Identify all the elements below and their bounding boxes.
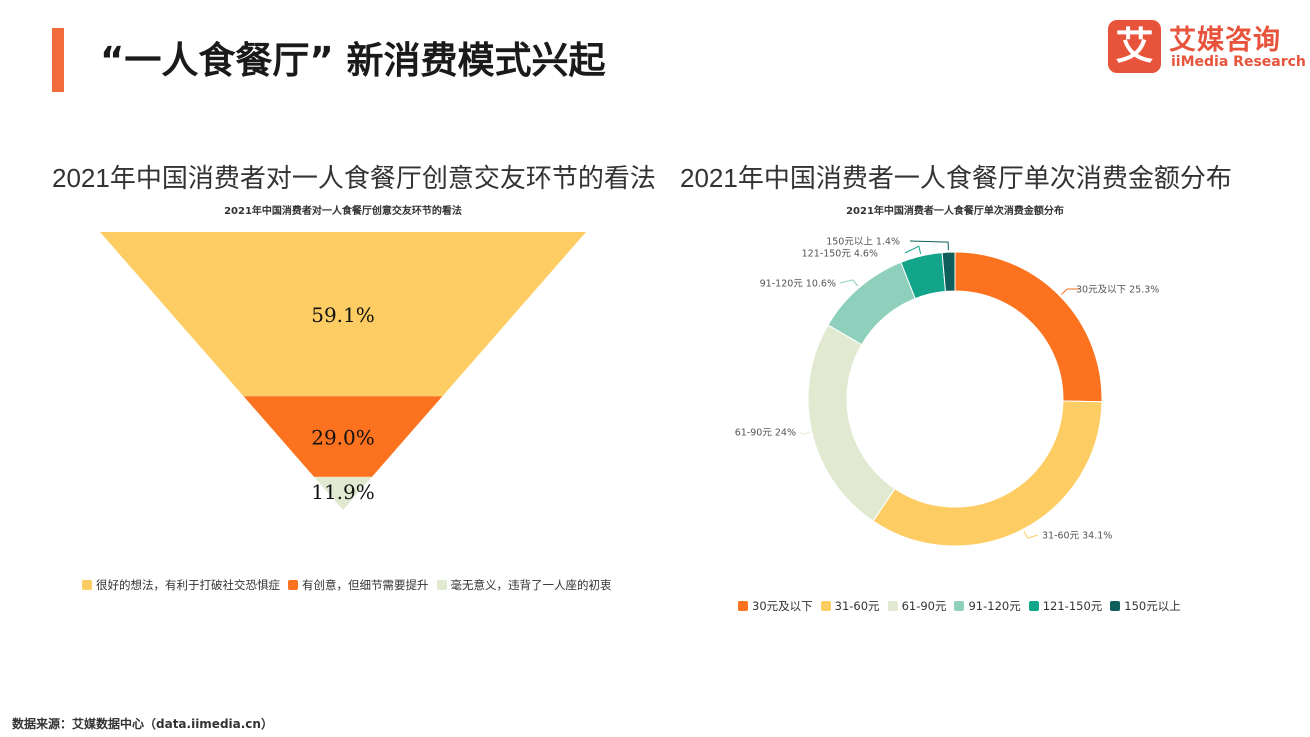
donut-slice-item-3[interactable] bbox=[807, 324, 896, 522]
legend-label: 很好的想法，有利于打破社交恐惧症 bbox=[96, 578, 280, 592]
legend-swatch bbox=[82, 580, 92, 590]
logo-name-en: iiMedia Research bbox=[1171, 54, 1306, 70]
legend-swatch bbox=[1028, 601, 1039, 611]
donut-leader-line-item-4 bbox=[839, 279, 859, 287]
legend-swatch bbox=[436, 580, 447, 590]
page-title: “一人食餐厅” 新消费模式兴起 bbox=[100, 39, 606, 82]
funnel-legend-item-1[interactable]: 很好的想法，有利于打破社交恐惧症 bbox=[82, 577, 280, 593]
donut-leader-line-item-1 bbox=[1060, 288, 1081, 295]
legend-swatch bbox=[887, 601, 898, 611]
donut-legend-item-1[interactable]: 30元及以下 bbox=[738, 598, 813, 614]
legend-label: 有创意，但细节需要提升 bbox=[302, 578, 429, 592]
logo-badge-icon: 艾 bbox=[1108, 20, 1161, 73]
legend-swatch bbox=[738, 601, 748, 611]
donut-slice-item-1[interactable] bbox=[954, 251, 1103, 403]
funnel-segment-item-2 bbox=[243, 396, 443, 477]
donut-slice-item-6[interactable] bbox=[941, 251, 956, 292]
donut-chart-title: 2021年中国消费者一人食餐厅单次消费金额分布 bbox=[846, 206, 1064, 217]
legend-label: 61-90元 bbox=[901, 599, 947, 613]
donut-label-item-5: 121-150元 4.6% bbox=[802, 249, 878, 260]
donut-leader-line-item-3 bbox=[799, 431, 810, 435]
funnel-label-item-1: 59.1% bbox=[311, 303, 375, 327]
data-source-note: 数据来源：艾媒数据中心（data.iimedia.cn） bbox=[12, 717, 273, 731]
donut-label-item-1: 30元及以下 25.3% bbox=[1076, 285, 1159, 296]
donut-legend-item-6[interactable]: 150元以上 bbox=[1110, 598, 1181, 614]
donut-legend-item-4[interactable]: 91-120元 bbox=[954, 598, 1021, 614]
funnel-label-item-3: 11.9% bbox=[311, 480, 375, 504]
funnel-segment-item-3 bbox=[314, 476, 372, 510]
funnel-legend: 很好的想法，有利于打破社交恐惧症 有创意，但细节需要提升 毫无意义，违背了一人座的初… bbox=[82, 577, 620, 593]
legend-label: 91-120元 bbox=[968, 599, 1021, 613]
donut-leader-line-item-5 bbox=[904, 245, 922, 255]
donut-section-heading: 2021年中国消费者一人食餐厅单次消费金额分布 bbox=[680, 163, 1232, 193]
legend-swatch bbox=[954, 601, 965, 611]
donut-legend: 30元及以下 31-60元 61-90元 91-120元 121-150元 150元以上 bbox=[738, 598, 1189, 614]
legend-label: 121-150元 bbox=[1042, 599, 1103, 613]
donut-label-item-6: 150元以上 1.4% bbox=[826, 237, 900, 248]
donut-legend-item-5[interactable]: 121-150元 bbox=[1028, 598, 1103, 614]
funnel-segment-item-1 bbox=[100, 232, 586, 397]
funnel-chart: 59.1% 29.0% 11.9% bbox=[100, 232, 586, 510]
funnel-section-heading: 2021年中国消费者对一人食餐厅创意交友环节的看法 bbox=[52, 163, 656, 193]
funnel-legend-item-2[interactable]: 有创意，但细节需要提升 bbox=[288, 577, 429, 593]
donut-leader-line-item-6 bbox=[909, 240, 949, 251]
donut-label-item-4: 91-120元 10.6% bbox=[760, 279, 836, 290]
donut-label-item-3: 61-90元 24% bbox=[735, 428, 796, 439]
donut-legend-item-2[interactable]: 31-60元 bbox=[820, 598, 880, 614]
donut-legend-item-3[interactable]: 61-90元 bbox=[887, 598, 947, 614]
donut-chart: 30元及以下 25.3% 31-60元 34.1% 61-90元 24% 91-120… bbox=[735, 237, 1159, 547]
funnel-chart-title: 2021年中国消费者对一人食餐厅创意交友环节的看法 bbox=[224, 206, 462, 217]
legend-label: 31-60元 bbox=[834, 599, 880, 613]
donut-slice-item-4[interactable] bbox=[827, 261, 916, 346]
legend-swatch bbox=[820, 601, 831, 611]
donut-label-item-2: 31-60元 34.1% bbox=[1042, 531, 1112, 542]
legend-swatch bbox=[1110, 601, 1121, 611]
legend-swatch bbox=[288, 580, 298, 590]
title-accent-bar bbox=[52, 28, 64, 92]
legend-label: 30元及以下 bbox=[752, 599, 813, 613]
funnel-label-item-2: 29.0% bbox=[311, 426, 375, 450]
legend-label: 150元以上 bbox=[1124, 599, 1181, 613]
legend-label: 毫无意义，违背了一人座的初衷 bbox=[450, 578, 612, 592]
donut-slice-item-2[interactable] bbox=[872, 400, 1103, 547]
iimedia-logo: 艾 艾媒咨询 iiMedia Research bbox=[1108, 20, 1306, 75]
funnel-legend-item-3[interactable]: 毫无意义，违背了一人座的初衷 bbox=[436, 577, 612, 593]
logo-name-cn: 艾媒咨询 bbox=[1169, 25, 1281, 56]
donut-leader-line-item-2 bbox=[1023, 530, 1039, 539]
